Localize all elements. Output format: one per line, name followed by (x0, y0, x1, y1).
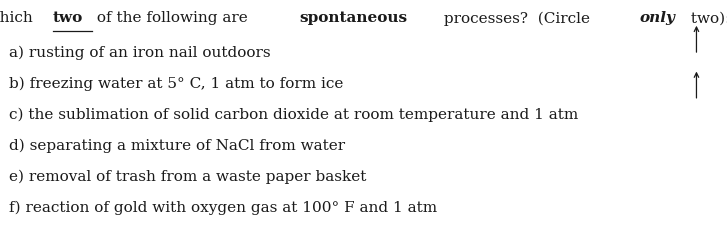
Text: only: only (640, 11, 675, 25)
Text: Which: Which (0, 11, 37, 25)
Text: of the following are: of the following are (92, 11, 252, 25)
Text: processes?  (Circle: processes? (Circle (438, 11, 595, 26)
Text: two):: two): (686, 11, 727, 25)
Text: d) separating a mixture of NaCl from water: d) separating a mixture of NaCl from wat… (9, 139, 345, 153)
Text: b) freezing water at 5° C, 1 atm to form ice: b) freezing water at 5° C, 1 atm to form… (9, 77, 343, 91)
Text: two: two (53, 11, 83, 25)
Text: f) reaction of gold with oxygen gas at 100° F and 1 atm: f) reaction of gold with oxygen gas at 1… (9, 200, 437, 215)
Text: spontaneous: spontaneous (299, 11, 407, 25)
Text: a) rusting of an iron nail outdoors: a) rusting of an iron nail outdoors (9, 46, 270, 60)
Text: e) removal of trash from a waste paper basket: e) removal of trash from a waste paper b… (9, 169, 366, 184)
Text: c) the sublimation of solid carbon dioxide at room temperature and 1 atm: c) the sublimation of solid carbon dioxi… (9, 108, 578, 122)
